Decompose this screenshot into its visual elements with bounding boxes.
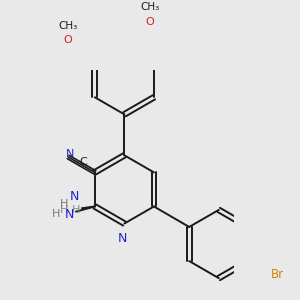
Text: N: N: [64, 208, 74, 221]
Text: O: O: [146, 17, 154, 27]
Text: O: O: [64, 35, 73, 45]
Text: H: H: [51, 209, 60, 219]
Text: H: H: [60, 199, 68, 209]
Text: H: H: [60, 205, 68, 215]
Text: C: C: [79, 157, 87, 167]
Text: N: N: [66, 148, 74, 159]
Text: Br: Br: [271, 268, 284, 281]
Text: N: N: [118, 232, 128, 245]
Text: N: N: [70, 190, 79, 203]
Text: H: H: [72, 205, 80, 215]
Text: CH₃: CH₃: [58, 21, 78, 31]
Text: CH₃: CH₃: [140, 2, 160, 12]
